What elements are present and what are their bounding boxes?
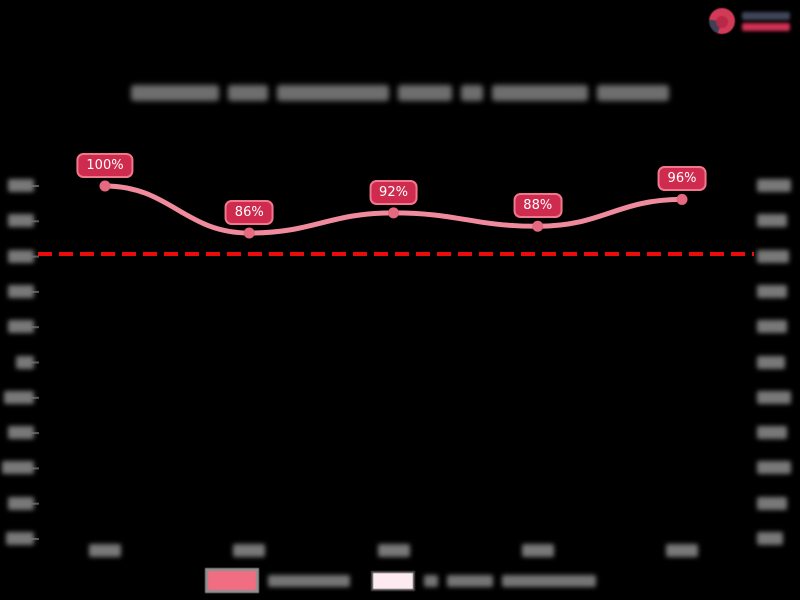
title-word-blob <box>597 85 669 101</box>
chart-title-redacted <box>0 85 800 101</box>
y-axis-tick-mark <box>31 396 39 399</box>
y-axis-right-tick-label-redacted <box>757 214 787 228</box>
y-axis-left-tick-label-redacted <box>2 461 34 475</box>
y-axis-left-tick-label-redacted <box>8 496 34 510</box>
legend-swatch-series <box>204 568 259 593</box>
y-axis-tick-mark <box>31 326 39 329</box>
legend-label-redacted <box>423 574 438 587</box>
y-axis-right-tick-label-redacted <box>757 426 787 440</box>
y-axis-tick-mark <box>31 502 39 505</box>
data-point-marker <box>99 180 111 192</box>
y-axis-tick-mark <box>31 185 39 187</box>
y-axis-tick-mark <box>31 255 39 258</box>
data-point-label: 100% <box>76 153 134 178</box>
legend-item-series <box>204 568 350 593</box>
legend-label-redacted <box>446 574 493 587</box>
x-axis-tick-label-redacted <box>377 544 410 557</box>
y-axis-right-tick-label-redacted <box>757 355 785 369</box>
data-point-label: 96% <box>657 166 707 192</box>
y-axis-right-tick-label-redacted <box>757 390 791 404</box>
x-axis-tick-label-redacted <box>521 544 554 557</box>
legend <box>0 568 800 593</box>
title-word-blob <box>131 85 219 101</box>
legend-label-redacted <box>501 574 596 587</box>
y-axis-left-tick-label-redacted <box>16 355 34 369</box>
y-axis-left-tick-label-redacted <box>8 320 34 334</box>
brand-logo-text <box>742 11 790 31</box>
legend-label-redacted <box>267 574 350 587</box>
y-axis-right-tick-label-redacted <box>757 320 787 334</box>
y-axis-right-tick-label-redacted <box>757 284 787 298</box>
data-point-marker <box>532 220 544 232</box>
y-axis-tick-mark <box>31 290 39 293</box>
y-axis-right-tick-label-redacted <box>757 496 787 510</box>
y-axis-tick-mark <box>31 467 39 470</box>
data-point-marker <box>388 207 399 219</box>
y-axis-tick-mark <box>31 220 39 223</box>
data-point-marker <box>243 227 255 239</box>
title-word-blob <box>277 85 389 101</box>
title-word-blob <box>461 85 483 101</box>
title-word-blob <box>398 85 452 101</box>
x-axis-tick-label-redacted <box>666 544 698 557</box>
y-axis-left-tick-label-redacted <box>8 179 34 192</box>
data-point-label: 92% <box>369 179 418 205</box>
y-axis-left-tick-label-redacted <box>6 532 34 545</box>
y-axis-right-tick-label-redacted <box>757 461 791 475</box>
data-point-label: 86% <box>224 199 274 225</box>
y-axis-left-tick-label-redacted <box>8 426 34 440</box>
pie-chart-logo-icon <box>709 8 735 34</box>
brand-logo-text-line2-redacted <box>742 22 790 31</box>
brand-logo-text-line1-redacted <box>742 11 790 20</box>
y-axis-left-tick-label-redacted <box>8 249 34 263</box>
y-axis-tick-mark <box>31 432 39 435</box>
y-axis-left-tick-label-redacted <box>4 390 34 404</box>
title-word-blob <box>492 85 588 101</box>
y-axis-right-tick-label-redacted <box>757 249 789 263</box>
y-axis-tick-mark <box>31 538 39 540</box>
y-axis-right-tick-label-redacted <box>757 179 791 192</box>
y-axis-left-tick-label-redacted <box>8 214 34 228</box>
data-point-label: 88% <box>513 193 563 219</box>
y-axis-left-tick-label-redacted <box>8 284 34 298</box>
y-axis-right-tick-label-redacted <box>757 532 783 545</box>
data-point-marker <box>676 193 688 205</box>
x-axis-tick-label-redacted <box>89 544 121 557</box>
brand-logo <box>709 8 790 34</box>
legend-swatch-reference <box>370 570 415 591</box>
x-axis-tick-label-redacted <box>233 544 266 557</box>
title-word-blob <box>228 85 268 101</box>
y-axis-tick-mark <box>31 361 39 364</box>
legend-item-reference <box>370 570 596 591</box>
